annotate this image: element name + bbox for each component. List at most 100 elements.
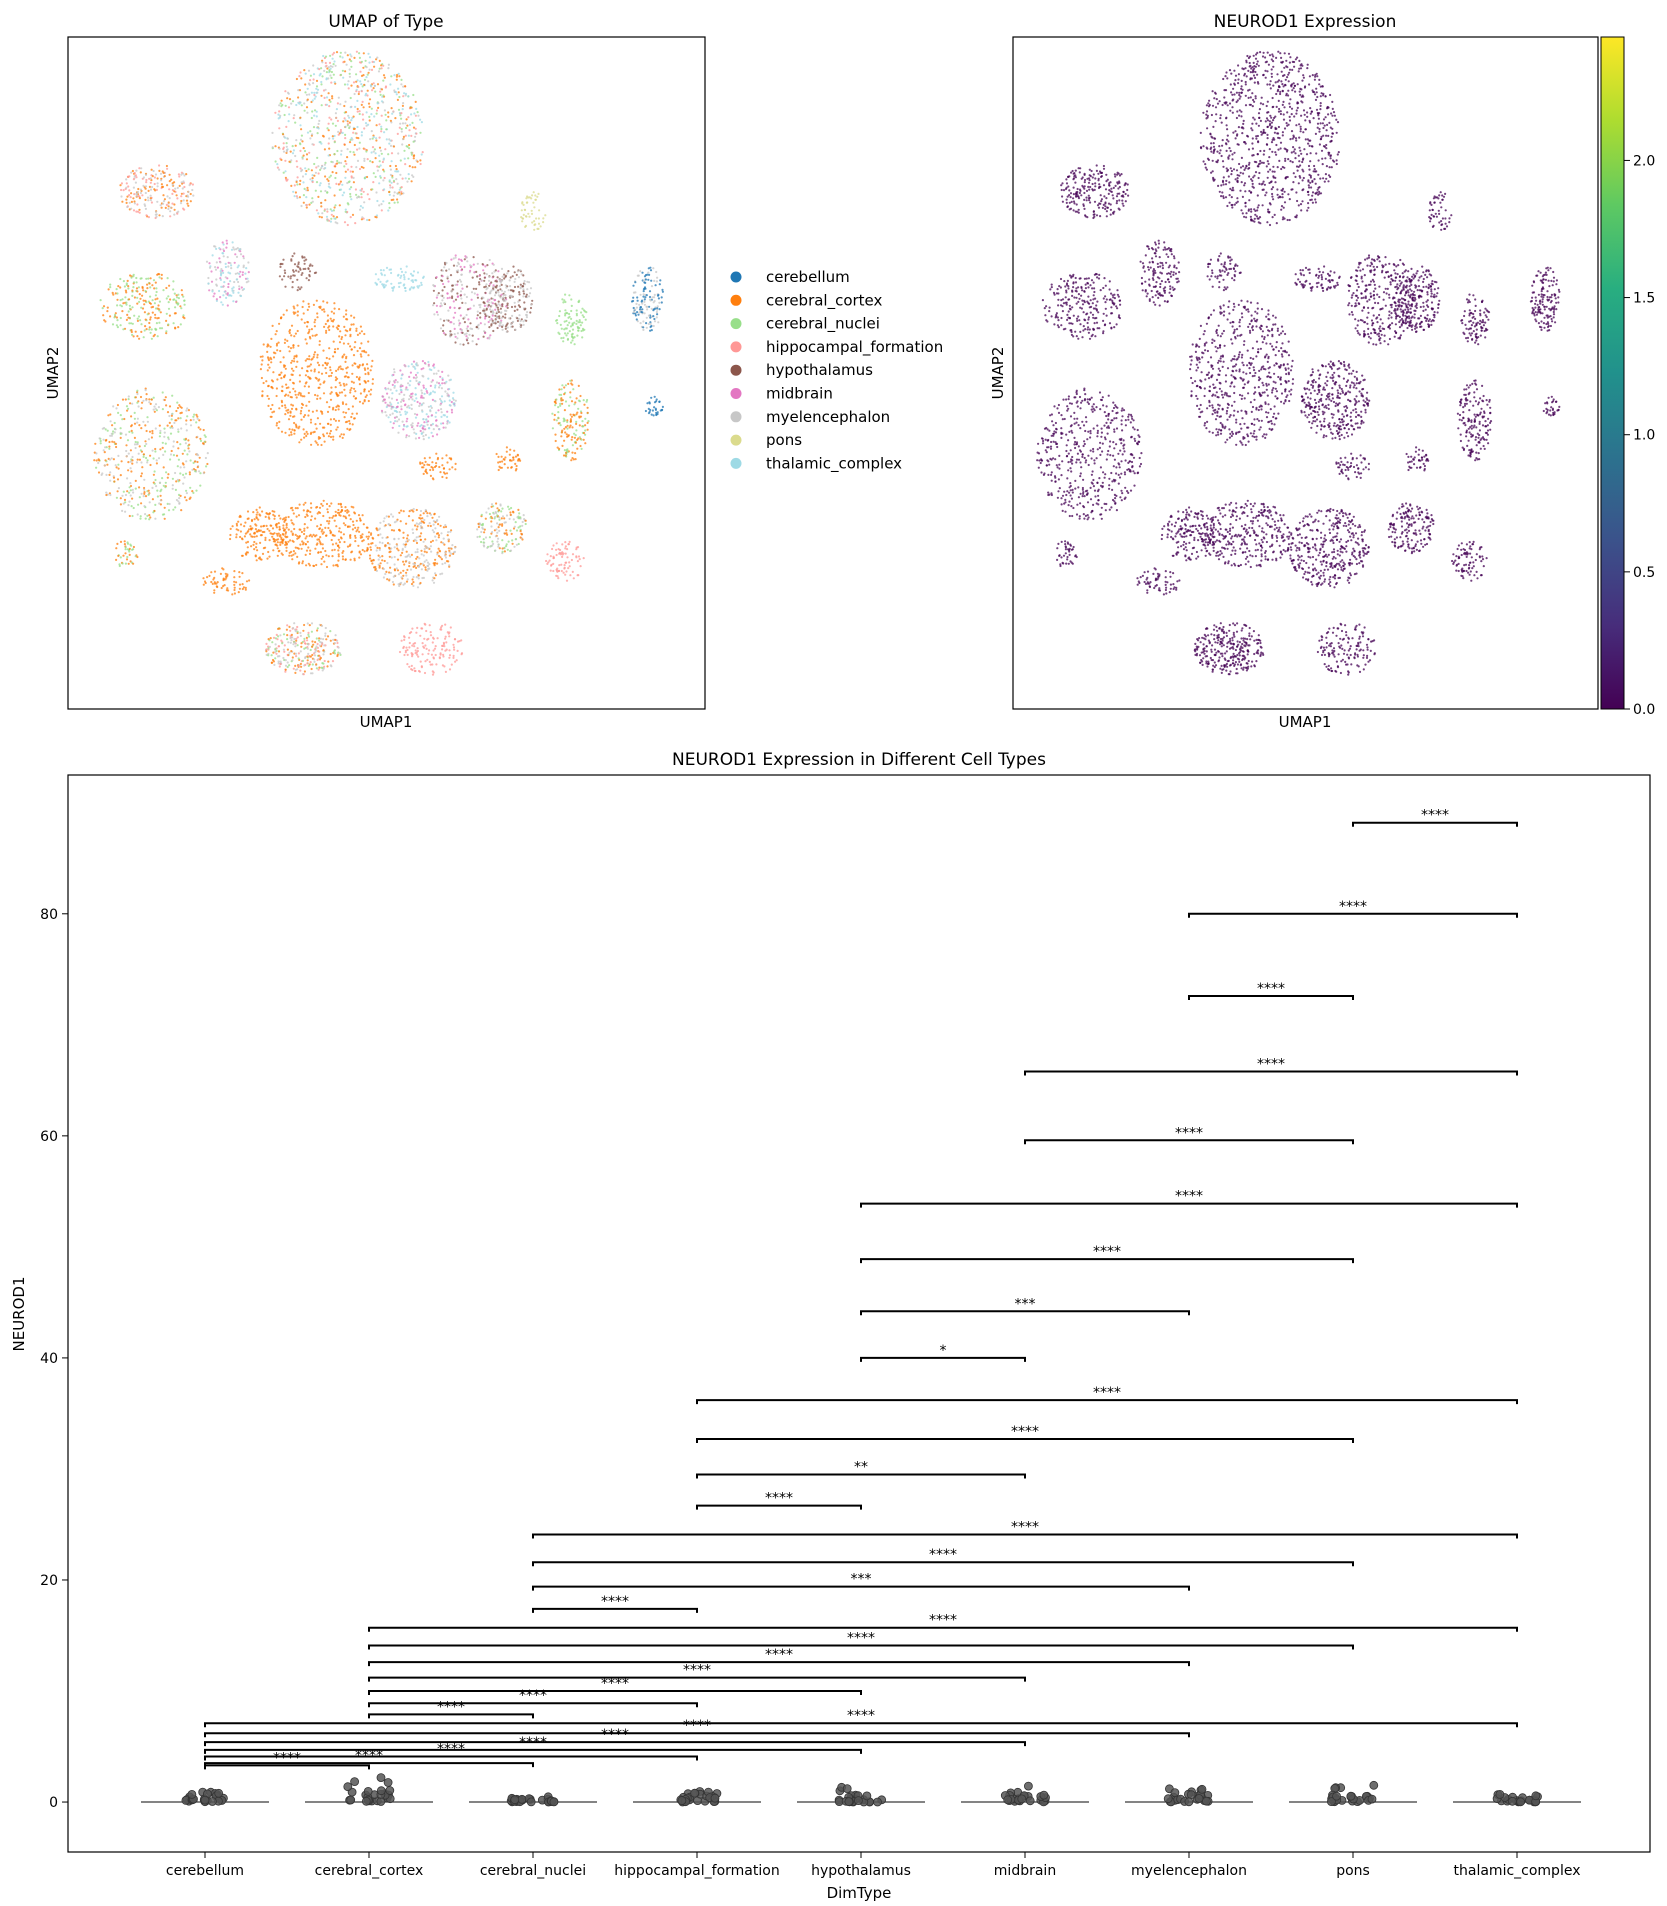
umap-point xyxy=(128,304,131,307)
umap-point xyxy=(398,411,401,414)
umap-point xyxy=(325,534,328,537)
umap-point xyxy=(458,307,461,310)
umap-point xyxy=(222,271,225,274)
umap-point xyxy=(294,390,297,393)
umap-point xyxy=(478,283,481,286)
umap-point xyxy=(402,102,405,105)
umap-point xyxy=(656,294,660,297)
umap-point xyxy=(140,427,143,430)
umap-point xyxy=(282,150,286,153)
umap-point xyxy=(361,100,364,103)
umap-point xyxy=(99,442,102,445)
umap-point xyxy=(452,257,455,260)
umap-point xyxy=(141,466,144,469)
umap-point xyxy=(396,274,400,277)
umap-point xyxy=(308,365,311,368)
umap-point xyxy=(564,454,567,457)
umap-point xyxy=(257,557,261,560)
umap-point xyxy=(385,280,388,283)
umap-point xyxy=(512,527,516,530)
umap-point xyxy=(283,113,286,117)
umap-point xyxy=(287,386,290,389)
umap-point xyxy=(641,311,644,314)
umap-point xyxy=(219,270,222,273)
umap-point xyxy=(319,422,322,425)
umap-point xyxy=(309,130,312,133)
umap-point xyxy=(470,298,473,301)
umap-point xyxy=(283,269,286,272)
umap-point xyxy=(381,555,384,558)
umap-point xyxy=(137,452,140,455)
umap-point xyxy=(235,528,238,531)
umap-point xyxy=(452,402,455,405)
umap-point xyxy=(508,279,511,282)
umap-point xyxy=(301,140,304,143)
umap-point xyxy=(632,310,636,314)
umap-point xyxy=(154,503,157,506)
umap-point xyxy=(360,330,363,333)
umap-point xyxy=(412,531,415,535)
umap-point xyxy=(176,186,179,189)
umap-point xyxy=(189,459,192,462)
umap-point xyxy=(642,320,645,323)
umap-point xyxy=(192,415,195,418)
umap-point xyxy=(342,342,345,345)
umap-point xyxy=(300,273,303,276)
umap-point xyxy=(131,306,134,309)
umap-point xyxy=(388,396,391,399)
umap-point xyxy=(542,217,545,220)
umap-point xyxy=(109,479,112,482)
umap-point xyxy=(171,487,174,490)
umap-point xyxy=(327,522,330,525)
umap-point xyxy=(538,209,541,212)
umap-point xyxy=(661,288,664,291)
umap-point xyxy=(261,510,264,513)
umap-point xyxy=(420,281,423,284)
umap-point xyxy=(409,396,413,399)
umap-point xyxy=(146,461,149,464)
umap-point xyxy=(528,281,531,284)
umap-point xyxy=(310,506,313,509)
umap-point xyxy=(405,126,408,130)
umap-point xyxy=(273,517,276,520)
umap-point xyxy=(315,79,319,82)
umap-point xyxy=(403,157,406,160)
umap-point xyxy=(259,355,262,358)
umap-point xyxy=(412,287,415,290)
umap-point xyxy=(632,291,636,294)
umap-point xyxy=(271,411,274,414)
umap-point xyxy=(249,533,252,536)
umap-point xyxy=(396,98,399,101)
umap-point xyxy=(392,373,395,376)
umap-point xyxy=(495,290,498,293)
umap-point xyxy=(128,500,131,503)
umap-point xyxy=(281,103,284,107)
umap-point xyxy=(138,445,141,448)
umap-point xyxy=(388,179,391,182)
umap-point xyxy=(507,505,510,508)
umap-point xyxy=(436,433,439,436)
umap-point xyxy=(308,400,311,403)
umap-point xyxy=(227,282,230,286)
umap-point xyxy=(355,412,358,415)
umap-point xyxy=(397,152,400,155)
umap-point xyxy=(494,280,497,283)
umap-point xyxy=(443,554,447,557)
umap-point xyxy=(185,460,188,463)
umap-point xyxy=(373,84,377,87)
umap-point xyxy=(526,201,529,204)
umap-point xyxy=(136,392,139,396)
umap-point xyxy=(371,359,374,362)
umap-point xyxy=(282,524,285,527)
umap-point xyxy=(346,202,349,205)
umap-point xyxy=(443,285,446,289)
umap-point xyxy=(441,299,444,302)
umap-point xyxy=(402,510,405,513)
umap-point xyxy=(206,462,209,466)
umap-point xyxy=(172,508,175,511)
umap-point xyxy=(319,536,322,539)
umap-point xyxy=(124,289,127,292)
umap-point xyxy=(338,391,341,394)
umap-point xyxy=(577,300,580,303)
umap-point xyxy=(193,413,196,416)
